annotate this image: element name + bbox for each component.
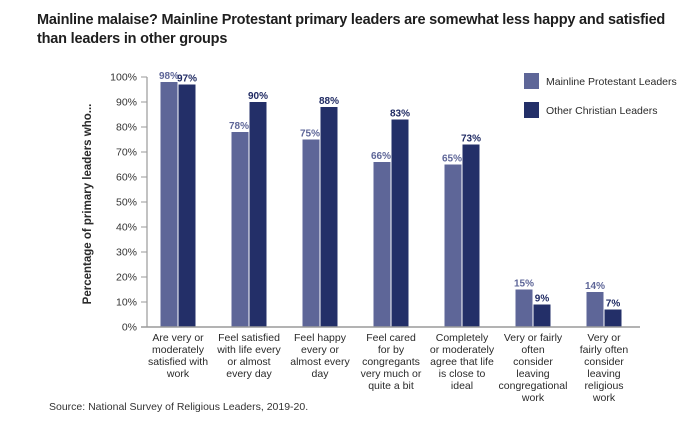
bar-other	[249, 102, 267, 327]
bar-other	[178, 84, 196, 327]
x-category-label-line: Very or fairly	[504, 332, 563, 344]
x-category-label-line: every or	[301, 344, 339, 356]
bar-label-mainline: 14%	[585, 281, 605, 292]
x-category-label-line: agree that life	[430, 356, 494, 368]
bar-mainline	[160, 82, 178, 327]
legend-swatch-other	[524, 102, 539, 118]
x-category-label: Very or fairlyoftenconsiderleavingcongre…	[499, 332, 568, 404]
x-category-label-line: every day	[226, 368, 272, 380]
x-category-label-line: consider	[513, 356, 553, 368]
bar-label-other: 88%	[319, 96, 339, 107]
x-category-label-line: almost every	[290, 356, 350, 368]
x-category-label-line: leaving	[516, 368, 549, 380]
x-category-label-line: Feel satisfied	[218, 332, 280, 344]
y-tick-label: 0%	[122, 322, 137, 334]
y-tick-label: 90%	[116, 97, 137, 109]
x-category-label-line: fairly often	[580, 344, 629, 356]
x-category-label-line: satisfied with	[148, 356, 208, 368]
x-category-label-line: or moderately	[430, 344, 495, 356]
x-category-label-line: Are very or	[152, 332, 204, 344]
bar-other	[462, 144, 480, 327]
bar-other	[391, 119, 409, 327]
y-tick-label: 10%	[116, 297, 137, 309]
x-category-label-line: ideal	[451, 380, 473, 392]
bar-label-mainline: 75%	[300, 129, 320, 140]
x-category-label-line: congregational	[499, 380, 568, 392]
bar-label-mainline: 15%	[514, 279, 534, 290]
y-tick-label: 20%	[116, 272, 137, 284]
bar-other	[533, 304, 551, 327]
y-tick-label: 30%	[116, 247, 137, 259]
y-axis-title: Percentage of primary leaders who...	[82, 104, 94, 305]
x-category-label-line: for by	[378, 344, 405, 356]
x-category-label-line: very much or	[361, 368, 422, 380]
bar-label-other: 97%	[177, 74, 197, 85]
x-category-label-line: work	[166, 368, 190, 380]
y-tick-label: 100%	[110, 72, 137, 84]
x-category-label-line: religious	[584, 380, 623, 392]
bar-mainline	[586, 292, 604, 327]
x-category-label-line: with life every	[216, 344, 281, 356]
y-tick-label: 60%	[116, 172, 137, 184]
bar-other	[604, 309, 622, 327]
x-category-label-line: often	[521, 344, 545, 356]
bar-mainline	[373, 162, 391, 327]
x-category-label-line: or almost	[227, 356, 270, 368]
x-category-label-line: consider	[584, 356, 624, 368]
x-category-label-line: Completely	[436, 332, 489, 344]
bar-label-mainline: 98%	[159, 71, 179, 82]
legend-label-other: Other Christian Leaders	[546, 105, 657, 117]
x-category-label-line: is close to	[439, 368, 486, 380]
chart-title: Mainline malaise? Mainline Protestant pr…	[37, 12, 666, 47]
legend: Mainline Protestant Leaders Other Christ…	[524, 73, 677, 118]
bar-other	[320, 107, 338, 327]
x-category-label-line: moderately	[152, 344, 205, 356]
legend-swatch-mainline	[524, 73, 539, 89]
bars	[160, 82, 622, 327]
legend-label-mainline: Mainline Protestant Leaders	[546, 76, 677, 88]
y-axis-ticks: 0% 10% 20% 30% 40% 50% 60% 70% 80% 90% 100%	[110, 72, 147, 334]
source-note: Source: National Survey of Religious Lea…	[49, 401, 309, 413]
y-tick-label: 80%	[116, 122, 137, 134]
bar-mainline	[515, 289, 533, 327]
bar-label-other: 90%	[248, 91, 268, 102]
bar-label-mainline: 66%	[371, 151, 391, 162]
bar-label-other: 83%	[390, 109, 410, 120]
x-category-label-line: Feel cared	[366, 332, 416, 344]
bar-label-mainline: 65%	[442, 154, 462, 165]
bar-value-labels: 98%97% 78% 90% 75% 88% 66% 83% 65% 73% 15%9% 14%7%	[159, 71, 620, 310]
x-category-label-line: work	[592, 392, 616, 404]
x-category-label-line: leaving	[587, 368, 620, 380]
x-category-label-line: Feel happy	[294, 332, 347, 344]
y-tick-label: 50%	[116, 197, 137, 209]
bar-label-other: 73%	[461, 134, 481, 145]
bar-mainline	[302, 139, 320, 327]
bar-label-other: 7%	[606, 299, 621, 310]
x-category-label-line: Very or	[587, 332, 621, 344]
x-category-label-line: quite a bit	[368, 380, 414, 392]
bar-label-mainline: 78%	[229, 121, 249, 132]
bar-mainline	[231, 132, 249, 327]
y-tick-label: 40%	[116, 222, 137, 234]
x-category-label-line: work	[521, 392, 545, 404]
bar-mainline	[444, 164, 462, 327]
x-category-label-line: day	[312, 368, 330, 380]
y-tick-label: 70%	[116, 147, 137, 159]
x-category-label-line: congregants	[362, 356, 420, 368]
bar-label-other: 9%	[535, 294, 550, 305]
